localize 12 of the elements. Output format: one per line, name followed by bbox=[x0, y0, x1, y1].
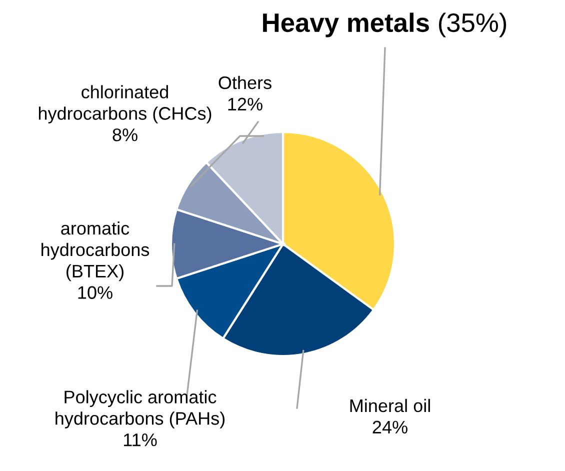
slice-label: Heavy metals bbox=[263, 12, 429, 38]
data-label: 12% bbox=[228, 98, 262, 110]
slice-label: Mineral oil bbox=[350, 398, 430, 412]
data-label: 24% bbox=[372, 420, 408, 434]
slice-label: aromatic hydrocarbons (BTEX) bbox=[42, 221, 150, 282]
slice-label: chlorinated hydrocarbons (CHCs) bbox=[38, 85, 212, 124]
slice-label: Others bbox=[218, 76, 272, 90]
data-label: 11% bbox=[124, 434, 157, 446]
data-label: (35%) bbox=[438, 12, 506, 38]
data-label: 10% bbox=[78, 286, 112, 299]
data-label: 8% bbox=[112, 128, 138, 142]
slice-label: Polycyclic aromatic hydrocarbons (PAHs) bbox=[56, 390, 225, 428]
